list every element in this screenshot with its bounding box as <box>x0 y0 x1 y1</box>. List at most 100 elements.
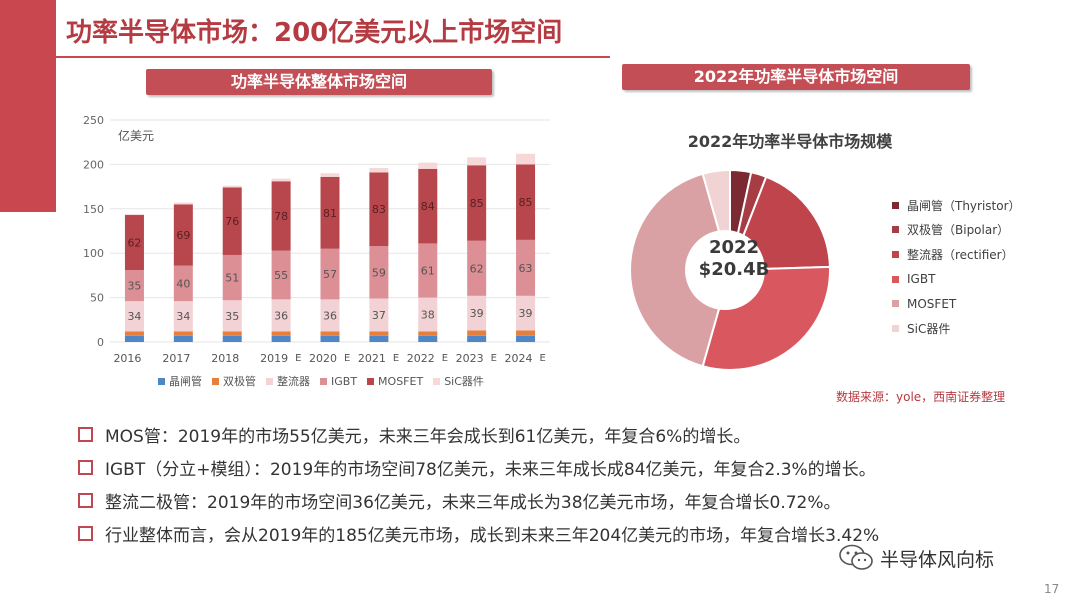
bar-data-label: 57 <box>323 268 337 281</box>
x-tick-label: 2023 <box>456 352 484 365</box>
wechat-watermark: 半导体风向标 <box>838 544 994 572</box>
bar-segment-MOSFET <box>222 187 242 255</box>
bar-legend-item: SiC器件 <box>433 373 484 389</box>
bar-segment-IGBT <box>467 240 487 296</box>
bar-legend-item: 双极管 <box>212 373 256 389</box>
legend-label: 整流器 <box>277 375 310 388</box>
bar-segment-SiC器件 <box>124 214 144 216</box>
left-chart-banner: 功率半导体整体市场空间 <box>146 69 492 95</box>
bullet-item: 行业整体而言，会从2019年的185亿美元市场，成长到未来三年204亿美元的市场… <box>78 517 879 550</box>
legend-swatch <box>892 250 899 258</box>
y-tick-label: 0 <box>97 336 104 349</box>
x-tick-suffix: E <box>393 353 399 364</box>
bar-segment-IGBT <box>124 270 144 302</box>
data-source-note: 数据来源：yole，西南证券整理 <box>836 390 1006 404</box>
bar-segment-MOSFET <box>516 164 536 240</box>
bar-data-label: 61 <box>421 265 435 278</box>
wechat-icon <box>839 544 873 570</box>
legend-swatch <box>892 226 899 234</box>
x-tick-suffix: E <box>344 353 350 364</box>
x-tick-suffix: E <box>442 353 448 364</box>
checkbox-square-icon <box>78 526 93 541</box>
bullet-item: IGBT（分立+模组）：2019年的市场空间78亿美元，未来三年成长成84亿美元… <box>78 451 879 484</box>
bar-segment-SiC器件 <box>320 173 340 177</box>
bar-legend-item: IGBT <box>320 373 357 389</box>
pie-chart-title: 2022年功率半导体市场规模 <box>687 132 893 151</box>
bar-segment-MOSFET <box>369 172 389 247</box>
bar-segment-双极管 <box>271 331 291 336</box>
bar-segment-晶闸管 <box>320 335 340 342</box>
legend-swatch <box>158 377 165 385</box>
bar-legend-item: 晶闸管 <box>158 373 202 389</box>
bar-data-label: 51 <box>225 272 239 285</box>
x-tick-suffix: E <box>540 353 546 364</box>
x-tick-label: 2022 <box>407 352 435 365</box>
bar-segment-双极管 <box>369 331 389 336</box>
title-underline <box>0 56 610 58</box>
pie-center-value: $20.4B <box>698 259 770 280</box>
bar-data-label: 55 <box>274 269 288 282</box>
y-tick-label: 250 <box>83 114 104 127</box>
bar-segment-晶闸管 <box>222 335 242 342</box>
bar-segment-整流器 <box>173 301 193 332</box>
bullet-text: IGBT（分立+模组）：2019年的市场空间78亿美元，未来三年成长成84亿美元… <box>105 460 876 480</box>
x-tick-suffix: E <box>491 353 497 364</box>
bar-segment-整流器 <box>271 299 291 332</box>
pie-center-hole <box>685 230 765 310</box>
bar-segment-MOSFET <box>173 204 193 266</box>
bar-segment-整流器 <box>418 297 438 332</box>
bar-chart-legend: 晶闸管 双极管 整流器 IGBT MOSFET SiC器件 <box>158 373 494 389</box>
bar-data-label: 62 <box>470 262 484 275</box>
y-tick-label: 150 <box>83 203 104 216</box>
bar-data-label: 34 <box>127 310 141 323</box>
legend-label: MOSFET <box>907 296 957 311</box>
legend-label: MOSFET <box>378 374 424 388</box>
checkbox-square-icon <box>78 493 93 508</box>
legend-label: 双极管 <box>223 375 256 388</box>
pie-legend-item: 晶闸管（Thyristor） <box>892 193 1021 218</box>
bullet-item: 整流二极管：2019年的市场空间36亿美元，未来三年成长为38亿美元市场，年复合… <box>78 484 879 517</box>
bar-segment-SiC器件 <box>369 167 389 173</box>
bar-segment-晶闸管 <box>173 335 193 342</box>
checkbox-square-icon <box>78 460 93 475</box>
bar-segment-整流器 <box>467 295 487 331</box>
bar-segment-IGBT <box>320 248 340 300</box>
legend-label: 双极管（Bipolar） <box>907 223 1010 238</box>
legend-swatch <box>367 377 375 385</box>
y-tick-label: 200 <box>83 158 104 171</box>
bar-segment-SiC器件 <box>173 202 193 205</box>
bar-segment-整流器 <box>124 301 144 332</box>
pie-legend-item: IGBT <box>892 267 1021 292</box>
right-chart-banner: 2022年功率半导体市场空间 <box>622 64 970 90</box>
bullet-item: MOS管：2019年的市场55亿美元，未来三年会成长到61亿美元，年复合6%的增… <box>78 418 879 451</box>
bar-data-label: 63 <box>519 262 533 275</box>
legend-label: IGBT <box>907 272 936 287</box>
bar-data-label: 35 <box>127 280 141 293</box>
bar-segment-整流器 <box>516 295 536 331</box>
pie-legend-item: 整流器（rectifier） <box>892 242 1021 267</box>
legend-label: IGBT <box>331 374 358 388</box>
bullet-text: 整流二极管：2019年的市场空间36亿美元，未来三年成长为38亿美元市场，年复合… <box>105 493 841 513</box>
bar-segment-MOSFET <box>320 176 340 249</box>
bar-data-label: 76 <box>225 215 239 228</box>
legend-swatch <box>212 377 219 385</box>
bar-segment-IGBT <box>173 265 193 302</box>
bar-segment-SiC器件 <box>418 162 438 169</box>
legend-swatch <box>320 377 327 385</box>
legend-label: SiC器件 <box>444 375 484 388</box>
bar-segment-SiC器件 <box>222 185 242 188</box>
bar-segment-双极管 <box>124 331 144 336</box>
bar-segment-双极管 <box>173 331 193 336</box>
stacked-bar-chart: 0 50 100 150 200 250 亿美元 34 35 62 2016 34 40 69 2017 35… <box>83 114 550 365</box>
pie-legend-item: SiC器件 <box>892 316 1021 341</box>
bar-segment-双极管 <box>418 331 438 336</box>
legend-label: 晶闸管 <box>169 375 202 388</box>
bar-data-label: 38 <box>421 308 435 321</box>
bar-data-label: 78 <box>274 210 288 223</box>
bar-data-label: 40 <box>176 277 190 290</box>
bar-data-label: 62 <box>127 237 141 250</box>
bar-segment-SiC器件 <box>271 178 291 182</box>
bar-segment-晶闸管 <box>369 335 389 342</box>
bar-segment-双极管 <box>467 330 487 336</box>
y-tick-label: 50 <box>90 292 104 305</box>
